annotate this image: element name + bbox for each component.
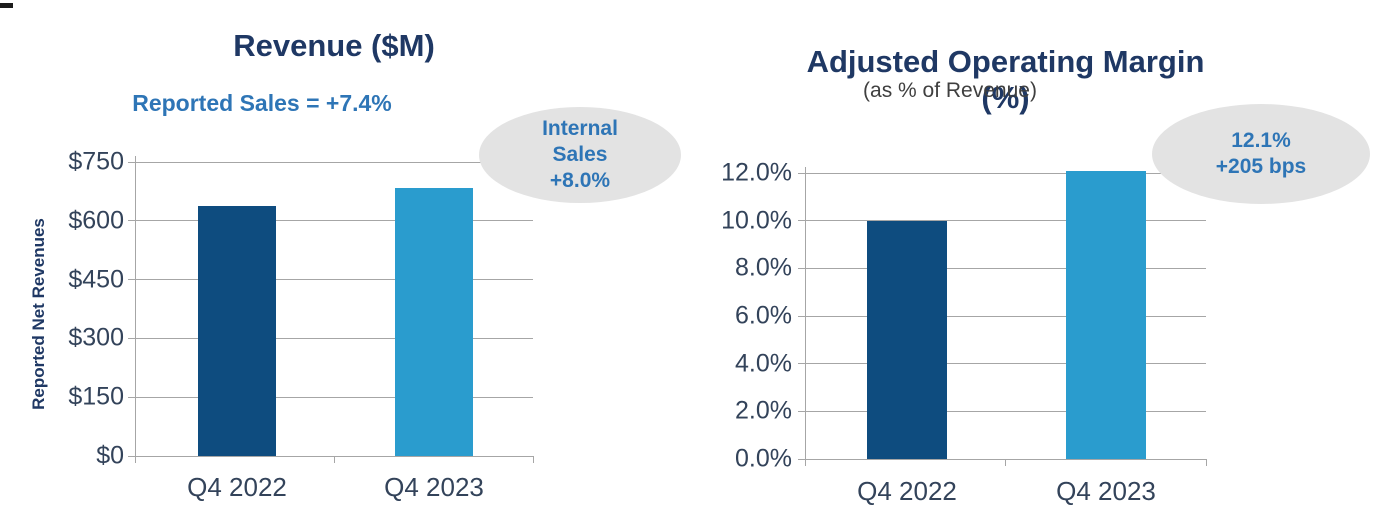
y-tick-mark: [128, 220, 135, 222]
y-tick-label: 10.0%: [721, 206, 792, 235]
y-tick-mark: [128, 161, 135, 163]
y-tick-mark: [128, 337, 135, 339]
internal-sales-callout: Internal Sales +8.0%: [479, 107, 681, 203]
gridline: [135, 279, 533, 281]
callout-line: +8.0%: [549, 169, 611, 192]
x-tick-mark: [532, 456, 534, 463]
y-axis-line: [804, 167, 806, 466]
bar-q4-2022: [198, 206, 276, 456]
category-label-q4-2023: Q4 2023: [384, 472, 484, 502]
revenue-y-axis-title: Reported Net Revenues: [29, 218, 48, 410]
bar-q4-2023: [395, 187, 473, 456]
y-tick-label: 6.0%: [735, 301, 792, 330]
y-tick-label: $450: [68, 265, 124, 294]
y-tick-mark: [128, 279, 135, 281]
x-tick-mark: [1005, 459, 1006, 466]
gridline: [805, 363, 1206, 365]
bar-q4-2022: [867, 220, 947, 459]
revenue-chart-subtitle: Reported Sales = +7.4%: [132, 90, 392, 116]
category-label-q4-2023: Q4 2023: [1056, 476, 1156, 506]
y-tick-label: 8.0%: [735, 253, 792, 282]
y-tick-mark: [798, 363, 805, 365]
y-axis-line: [134, 156, 136, 463]
y-tick-label: $0: [96, 441, 124, 470]
y-tick-label: 4.0%: [735, 349, 792, 378]
y-tick-label: $600: [68, 206, 124, 235]
revenue-chart-title: Revenue ($M): [233, 28, 435, 63]
callout-line: Sales: [552, 143, 608, 166]
x-tick-mark: [1205, 459, 1207, 466]
y-tick-mark: [798, 220, 805, 222]
gridline: [135, 337, 533, 339]
y-tick-mark: [128, 396, 135, 398]
margin-callout: 12.1% +205 bps: [1152, 104, 1370, 204]
y-tick-mark: [798, 267, 805, 269]
gridline: [805, 172, 1206, 174]
gridline: [805, 220, 1206, 222]
margin-chart-subtitle: (as % of Revenue): [863, 79, 1037, 102]
y-tick-label: $150: [68, 382, 124, 411]
y-tick-mark: [798, 410, 805, 412]
y-tick-label: 12.0%: [721, 158, 792, 187]
margin-chart-title: Adjusted Operating Margin (%): [806, 44, 1205, 115]
y-tick-mark: [798, 458, 805, 460]
callout-line: Internal: [542, 117, 618, 140]
y-tick-label: 0.0%: [735, 444, 792, 473]
gridline: [805, 315, 1206, 317]
gridline: [135, 220, 533, 222]
bar-q4-2023: [1066, 170, 1146, 459]
callout-line: 12.1%: [1231, 129, 1291, 152]
gridline: [805, 410, 1206, 412]
y-tick-mark: [798, 172, 805, 174]
gridline: [135, 161, 533, 163]
gridline: [135, 396, 533, 398]
y-tick-mark: [128, 455, 135, 457]
y-tick-label: $750: [68, 147, 124, 176]
y-tick-label: $300: [68, 323, 124, 352]
category-label-q4-2022: Q4 2022: [187, 472, 287, 502]
y-tick-mark: [798, 315, 805, 317]
callout-line: +205 bps: [1215, 155, 1307, 178]
gridline: [805, 267, 1206, 269]
corner-artifact-mark: [0, 3, 13, 8]
x-tick-mark: [804, 459, 806, 466]
y-tick-label: 2.0%: [735, 396, 792, 425]
x-tick-mark: [134, 456, 136, 463]
x-tick-mark: [333, 456, 335, 463]
category-label-q4-2022: Q4 2022: [857, 476, 957, 506]
